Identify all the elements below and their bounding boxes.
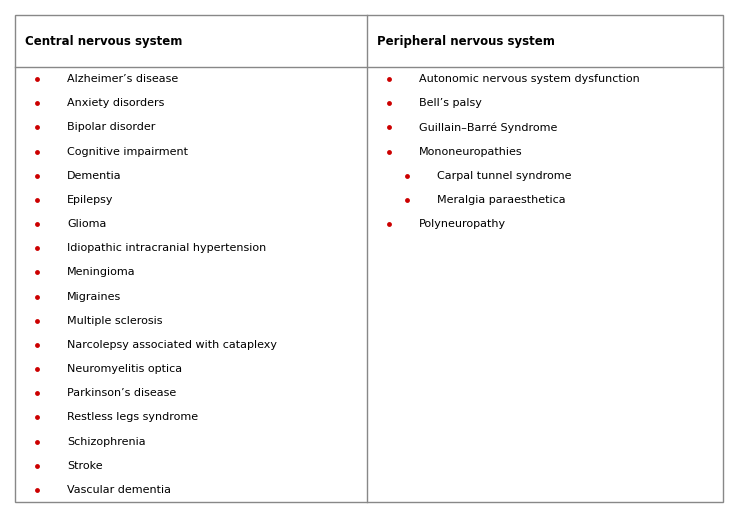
Text: Meningioma: Meningioma [67, 267, 136, 278]
Text: Migraines: Migraines [67, 291, 121, 302]
Text: Carpal tunnel syndrome: Carpal tunnel syndrome [437, 170, 571, 181]
Text: Autonomic nervous system dysfunction: Autonomic nervous system dysfunction [419, 74, 640, 84]
Text: Vascular dementia: Vascular dementia [67, 485, 171, 495]
Text: Schizophrenia: Schizophrenia [67, 437, 145, 446]
Text: Narcolepsy associated with cataplexy: Narcolepsy associated with cataplexy [67, 340, 277, 350]
Text: Peripheral nervous system: Peripheral nervous system [377, 34, 555, 48]
Text: Anxiety disorders: Anxiety disorders [67, 98, 165, 108]
Text: Idiopathic intracranial hypertension: Idiopathic intracranial hypertension [67, 243, 266, 253]
Text: Cognitive impairment: Cognitive impairment [67, 146, 188, 157]
Text: Mononeuropathies: Mononeuropathies [419, 146, 523, 157]
Text: Central nervous system: Central nervous system [25, 34, 182, 48]
Text: Multiple sclerosis: Multiple sclerosis [67, 316, 162, 326]
Text: Guillain–Barré Syndrome: Guillain–Barré Syndrome [419, 122, 557, 133]
Text: Bell’s palsy: Bell’s palsy [419, 98, 482, 108]
Text: Meralgia paraesthetica: Meralgia paraesthetica [437, 195, 565, 205]
Text: Glioma: Glioma [67, 219, 106, 229]
Text: Dementia: Dementia [67, 170, 122, 181]
Text: Neuromyelitis optica: Neuromyelitis optica [67, 364, 182, 374]
Text: Bipolar disorder: Bipolar disorder [67, 122, 156, 133]
Text: Parkinson’s disease: Parkinson’s disease [67, 388, 176, 398]
Text: Epilepsy: Epilepsy [67, 195, 114, 205]
Text: Restless legs syndrome: Restless legs syndrome [67, 413, 198, 422]
Text: Polyneuropathy: Polyneuropathy [419, 219, 506, 229]
Text: Alzheimer’s disease: Alzheimer’s disease [67, 74, 179, 84]
Text: Stroke: Stroke [67, 461, 103, 471]
